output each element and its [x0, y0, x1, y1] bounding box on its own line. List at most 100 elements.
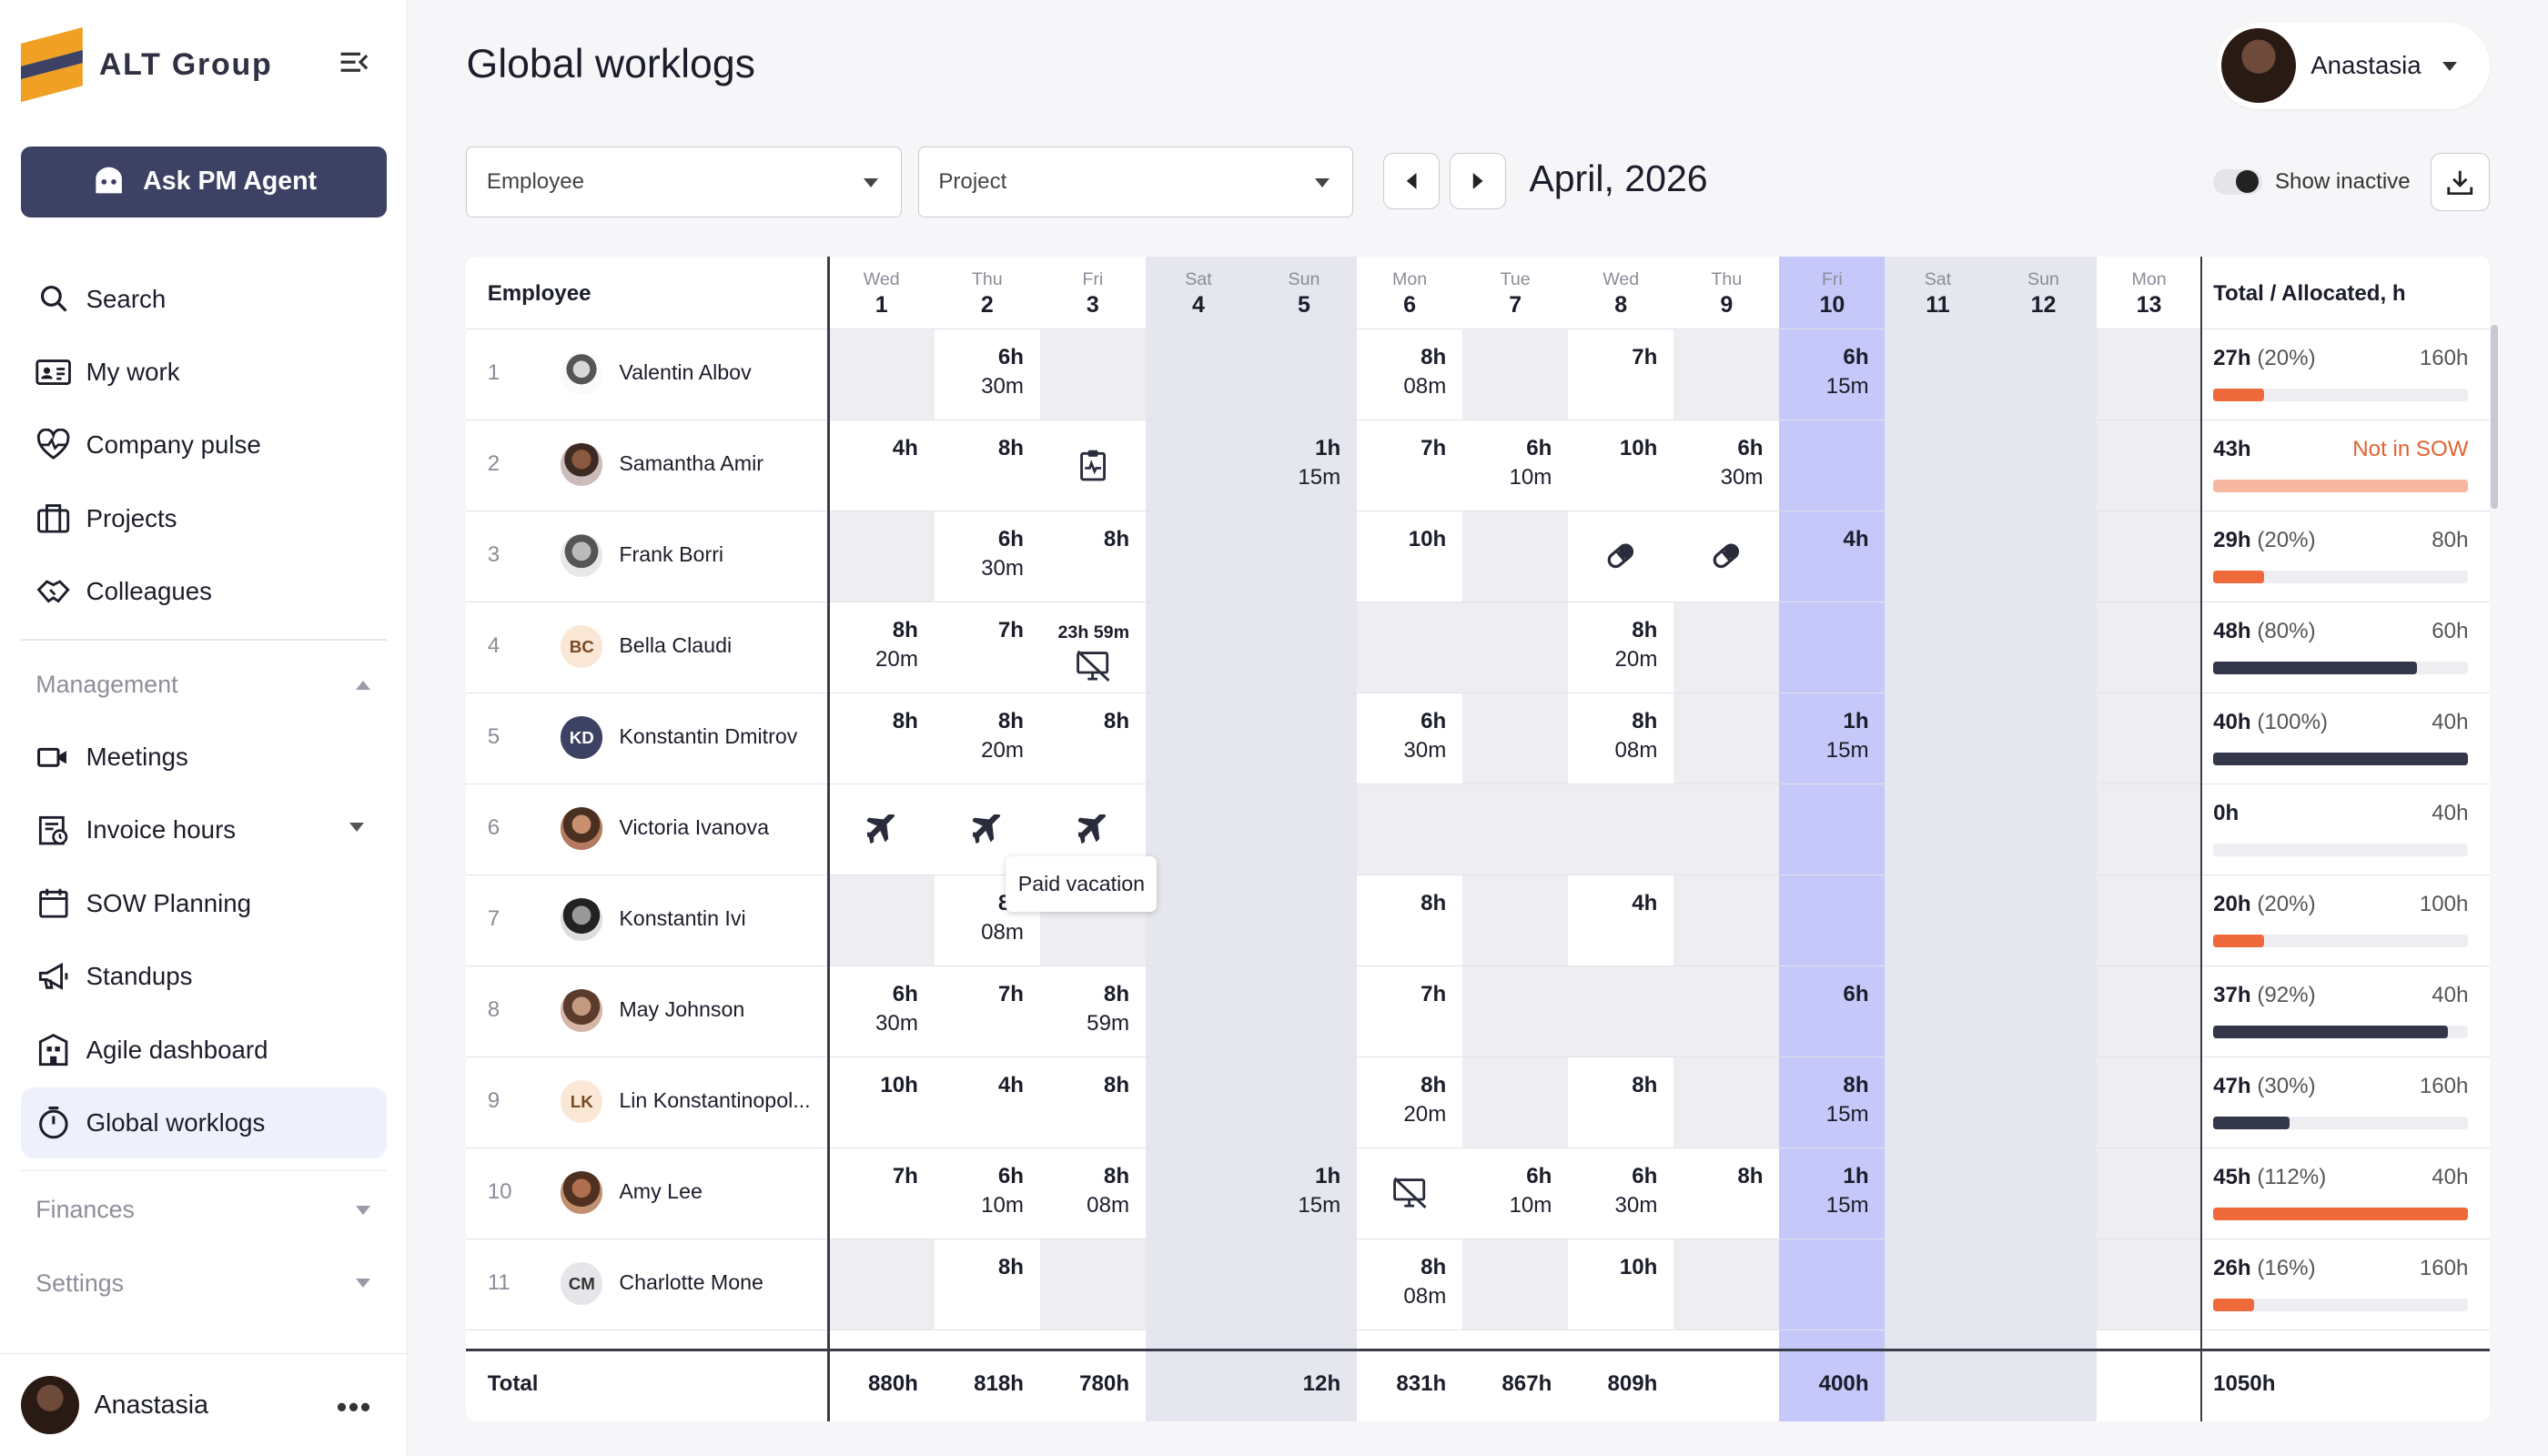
worklog-cell[interactable]: 6h 30m: [875, 981, 918, 1036]
empty-day-cell[interactable]: [1673, 328, 1780, 420]
empty-day-cell[interactable]: [2096, 510, 2202, 602]
clipboard-pulse-icon[interactable]: [1040, 420, 1146, 511]
empty-day-cell[interactable]: [2096, 601, 2202, 693]
worklog-cell[interactable]: 10h: [1408, 526, 1447, 551]
download-button[interactable]: [2431, 152, 2490, 212]
pill-icon[interactable]: [1568, 511, 1673, 602]
empty-day-cell[interactable]: [2096, 965, 2202, 1057]
worklog-cell[interactable]: 10h: [1619, 1254, 1658, 1279]
empty-day-cell[interactable]: [1462, 510, 1569, 602]
empty-day-cell[interactable]: [1357, 601, 1463, 693]
nav-my-work[interactable]: My work: [21, 337, 387, 409]
finances-section-toggle[interactable]: Finances: [35, 1196, 377, 1224]
employee-name[interactable]: Konstantin Ivi: [619, 906, 746, 931]
empty-day-cell[interactable]: [828, 328, 935, 420]
nav-invoice-hours[interactable]: Invoice hours: [21, 794, 387, 866]
worklog-cell[interactable]: 7h: [892, 1163, 918, 1188]
employee-name[interactable]: Valentin Albov: [619, 360, 752, 385]
worklog-cell[interactable]: 6h 15m: [1825, 344, 1869, 399]
worklog-cell[interactable]: 6h 10m: [1509, 1163, 1552, 1218]
worklog-cell[interactable]: 4h: [997, 1072, 1024, 1097]
worklog-cell[interactable]: 7h: [1421, 981, 1447, 1006]
empty-day-cell[interactable]: [1673, 965, 1780, 1057]
worklog-cell[interactable]: 7h: [997, 981, 1024, 1006]
worklog-cell[interactable]: 7h: [1632, 344, 1658, 369]
worklog-cell[interactable]: 8h: [1103, 526, 1130, 551]
empty-day-cell[interactable]: [1462, 874, 1569, 966]
worklog-cell[interactable]: 8h 20m: [1614, 617, 1658, 672]
worklog-cell[interactable]: 1h 15m: [1825, 1163, 1869, 1218]
table-scrollbar[interactable]: [2491, 325, 2498, 509]
empty-day-cell[interactable]: [1673, 874, 1780, 966]
next-month-button[interactable]: [1449, 152, 1507, 210]
empty-day-cell[interactable]: [1462, 601, 1569, 693]
nav-agile-dashboard[interactable]: Agile dashboard: [21, 1014, 387, 1086]
worklog-cell[interactable]: 6h 10m: [1509, 435, 1552, 490]
empty-day-cell[interactable]: [1568, 783, 1674, 875]
worklog-cell[interactable]: 8h 59m: [1087, 981, 1130, 1036]
worklog-cell[interactable]: 8h 15m: [1825, 1072, 1869, 1127]
employee-select[interactable]: Employee: [466, 146, 903, 218]
worklog-cell[interactable]: 8h 20m: [981, 708, 1024, 763]
worklog-cell[interactable]: 4h: [1843, 526, 1869, 551]
worklog-cell[interactable]: 8h: [1103, 1072, 1130, 1097]
collapse-sidebar-icon[interactable]: [338, 49, 370, 83]
worklog-cell[interactable]: 10h: [880, 1072, 918, 1097]
management-section-toggle[interactable]: Management: [35, 671, 377, 699]
worklog-cell[interactable]: 4h: [1632, 890, 1658, 915]
empty-day-cell[interactable]: [1673, 601, 1780, 693]
worklog-cell[interactable]: 1h 15m: [1298, 1163, 1341, 1218]
worklog-cell[interactable]: 6h: [1843, 981, 1869, 1006]
worklog-cell[interactable]: 4h: [892, 435, 918, 460]
prev-month-button[interactable]: [1382, 152, 1441, 210]
worklog-cell[interactable]: 8h: [1103, 708, 1130, 733]
empty-day-cell[interactable]: [1039, 328, 1146, 420]
worklog-cell[interactable]: 23h 59m: [1040, 618, 1146, 682]
settings-section-toggle[interactable]: Settings: [35, 1269, 377, 1298]
worklog-cell[interactable]: 6h 30m: [981, 344, 1024, 399]
worklog-cell[interactable]: 8h 20m: [875, 617, 918, 672]
empty-day-cell[interactable]: [1568, 965, 1674, 1057]
worklog-cell[interactable]: 6h 30m: [1720, 435, 1764, 490]
empty-day-cell[interactable]: [2096, 692, 2202, 784]
user-menu[interactable]: Anastasia: [2216, 22, 2490, 109]
empty-day-cell[interactable]: [828, 874, 935, 966]
empty-day-cell[interactable]: [2096, 783, 2202, 875]
nav-meetings[interactable]: Meetings: [21, 722, 387, 794]
worklog-cell[interactable]: 6h 30m: [1614, 1163, 1658, 1218]
nav-standups[interactable]: Standups: [21, 941, 387, 1013]
employee-name[interactable]: Konstantin Dmitrov: [619, 724, 798, 749]
ask-pm-agent-button[interactable]: Ask PM Agent: [21, 146, 387, 218]
empty-day-cell[interactable]: [1462, 1238, 1569, 1330]
worklog-cell[interactable]: 8h: [1737, 1163, 1764, 1188]
empty-day-cell[interactable]: [1462, 1056, 1569, 1148]
empty-day-cell[interactable]: [2096, 874, 2202, 966]
show-inactive-toggle[interactable]: [2213, 168, 2262, 196]
empty-day-cell[interactable]: [1462, 965, 1569, 1057]
employee-name[interactable]: Charlotte Mone: [619, 1270, 763, 1295]
empty-day-cell[interactable]: [2096, 328, 2202, 420]
empty-day-cell[interactable]: [2096, 1238, 2202, 1330]
employee-name[interactable]: Bella Claudi: [619, 633, 733, 658]
more-options-icon[interactable]: •••: [336, 1390, 372, 1423]
plane-icon[interactable]: [829, 784, 935, 875]
empty-day-cell[interactable]: [1462, 783, 1569, 875]
employee-name[interactable]: Amy Lee: [619, 1179, 703, 1204]
worklog-cell[interactable]: 10h: [1619, 435, 1658, 460]
empty-day-cell[interactable]: [1673, 1056, 1780, 1148]
worklog-cell[interactable]: 1h 15m: [1298, 435, 1341, 490]
worklog-cell[interactable]: 8h 20m: [1403, 1072, 1447, 1127]
worklog-cell[interactable]: 8h: [997, 435, 1024, 460]
nav-sow-planning[interactable]: SOW Planning: [21, 868, 387, 940]
worklog-cell[interactable]: 8h: [1632, 1072, 1658, 1097]
nav-projects[interactable]: Projects: [21, 482, 387, 554]
worklog-cell[interactable]: 7h: [1421, 435, 1447, 460]
empty-day-cell[interactable]: [2096, 419, 2202, 511]
employee-name[interactable]: Frank Borri: [619, 542, 724, 567]
logo[interactable]: ALT Group: [21, 27, 272, 103]
no-screen-icon[interactable]: [1357, 1148, 1462, 1239]
worklog-cell[interactable]: 6h 30m: [981, 526, 1024, 581]
